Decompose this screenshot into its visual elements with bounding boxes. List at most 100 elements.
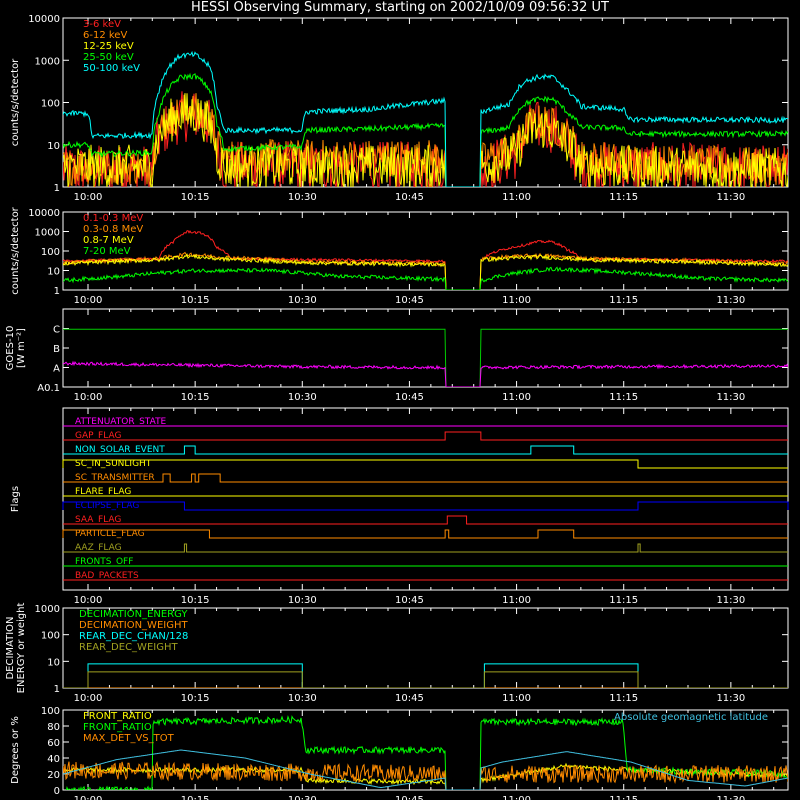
series-line [63,50,788,187]
x-tick-label: 11:15 [609,693,638,704]
panel-frame [62,407,789,591]
x-tick-label: 11:30 [716,192,745,203]
legend-entry: 0.8-7 MeV [83,235,134,246]
legend-entry: 25-50 keV [83,52,134,63]
panel-p3: 10:00 10:15 10:30 10:45 11:00 11:15 11:30 GOES-… [5,308,789,403]
x-tick-label: 11:30 [716,795,745,800]
y-tick-label: 1000 [35,228,60,239]
series-line [63,93,788,187]
panel-frame [62,709,789,791]
x-tick-label: 10:45 [395,192,424,203]
y-tick-label: 1 [54,684,60,695]
flag-label: PARTICLE_FLAG [75,529,145,539]
x-tick-label: 11:00 [502,295,531,306]
legend-entry: REAR_DEC_CHAN/128 [79,631,188,642]
y-tick-label: 1 [54,286,60,297]
x-tick-label: 11:15 [609,295,638,306]
legend-entry: FRONT_RATIO [83,722,152,733]
y-tick-label: 60 [47,738,60,749]
panel-p4: 10:00 10:15 10:30 10:45 11:00 11:15 11:30 Flags… [10,407,789,606]
x-tick-label: 10:45 [395,693,424,704]
flag-label: SC_IN_SUNLIGHT [75,459,152,469]
panel-p2: 10:00 10:15 10:30 10:45 11:00 11:15 11:30 count… [10,206,789,306]
y-tick-label: 0 [54,786,60,797]
flag-label: AAZ_FLAG [75,543,122,553]
x-tick-label: 11:30 [716,295,745,306]
x-tick-label: 10:45 [395,392,424,403]
y-tick-label: 10 [47,141,60,152]
y-tick-label: 10000 [28,208,60,219]
panel-p1: 10:00 10:15 10:30 10:45 11:00 11:15 11:30 count… [10,14,789,203]
y-tick-label: 20 [47,770,60,781]
x-tick-label: 10:00 [74,392,103,403]
flag-label: BAD_PACKETS [75,571,139,581]
x-tick-label: 11:15 [609,392,638,403]
x-tick-label: 10:30 [288,295,317,306]
series-line [63,761,788,790]
y-axis-label: Degrees or % [10,716,21,784]
series-group [63,715,788,790]
flag-line [63,431,788,441]
x-tick-label: 10:45 [395,795,424,800]
flag-line [63,473,788,483]
legend-entry: REAR_DEC_WEIGHT [79,642,178,653]
series-line [63,253,788,290]
flag-label: SC_TRANSMITTER [75,473,155,483]
y-tick-label: 100 [41,247,60,258]
y-tick-label: A0.1 [37,383,60,394]
x-tick-label: 10:15 [181,693,210,704]
x-tick-label: 10:00 [74,595,103,606]
series-line [63,72,788,187]
y-axis-label: DECIMATIONENERGY or weight [5,603,27,694]
legend-entry: DECIMATION_ENERGY [79,609,188,620]
x-tick-label: 11:30 [716,392,745,403]
flag-line [62,459,788,469]
x-tick-label: 11:15 [609,595,638,606]
series-group [63,663,788,688]
y-tick-label: 10 [47,657,60,668]
x-tick-label: 11:30 [716,595,745,606]
flag-label: FRONTS_OFF [75,557,133,567]
series-line [63,671,788,688]
x-tick-label: 11:00 [502,693,531,704]
flag-line [63,543,788,553]
x-tick-label: 10:00 [74,795,103,800]
x-tick-label: 10:45 [395,295,424,306]
x-tick-label: 10:00 [74,192,103,203]
x-tick-label: 10:00 [74,693,103,704]
x-tick-label: 10:30 [288,392,317,403]
x-tick-label: 11:30 [716,693,745,704]
flag-line [62,529,788,539]
series-group [63,50,788,187]
legend-entry: 12-25 keV [83,41,134,52]
x-tick-label: 10:15 [181,795,210,800]
flag-label: FLARE_FLAG [75,487,131,497]
y-tick-label: C [53,325,60,336]
x-tick-label: 11:00 [502,595,531,606]
x-tick-label: 10:30 [288,693,317,704]
y-tick-label: 100 [41,631,60,642]
legend-entry: 7-20 MeV [83,246,131,257]
flag-line [62,501,789,511]
x-tick-label: 10:15 [181,392,210,403]
legend-entry: 50-100 keV [83,63,140,74]
y-axis-label: counts/s/detector [10,206,21,294]
y-tick-label: 100 [41,99,60,110]
legend-entry: DECIMATION_WEIGHT [79,620,188,631]
flag-line [63,445,788,455]
x-tick-label: 10:00 [74,295,103,306]
series-line [63,328,788,387]
flag-label: NON_SOLAR_EVENT [75,445,165,455]
flag-label: GAP_FLAG [75,431,121,441]
y-tick-label: 100 [41,706,60,717]
y-tick-label: 1000 [35,56,60,67]
panel-p5: 10:00 10:15 10:30 10:45 11:00 11:15 11:30 DECIM… [5,603,789,704]
series-line [63,663,788,688]
legend-entry: 0.1-0.3 MeV [83,213,143,224]
flag-label: ECLIPSE_FLAG [75,501,139,511]
x-tick-label: 10:15 [181,595,210,606]
x-tick-label: 10:45 [395,595,424,606]
legend-entry: Absolute geomagnetic latitude [614,712,768,723]
x-tick-label: 11:15 [609,795,638,800]
